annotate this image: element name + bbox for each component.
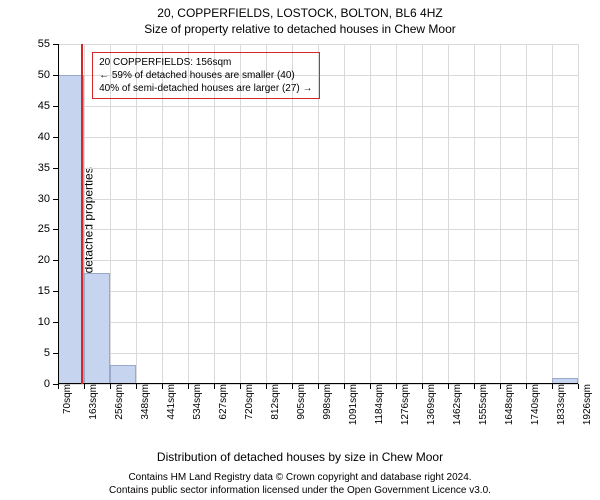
grid-line-v	[344, 44, 345, 384]
annotation-line-2: ← 59% of detached houses are smaller (40…	[99, 69, 312, 82]
y-tick-label: 20	[38, 254, 58, 266]
y-tick-label: 30	[38, 193, 58, 205]
histogram-bar	[110, 365, 136, 384]
x-tick-label: 1926sqm	[574, 384, 593, 425]
grid-line-v	[578, 44, 579, 384]
x-tick-label: 70sqm	[54, 384, 73, 414]
figure: 20, COPPERFIELDS, LOSTOCK, BOLTON, BL6 4…	[0, 0, 600, 500]
grid-line-v	[422, 44, 423, 384]
histogram-bar	[84, 273, 110, 384]
grid-line-v	[500, 44, 501, 384]
grid-line-v	[396, 44, 397, 384]
y-tick-label: 35	[38, 162, 58, 174]
footer-line-2: Contains public sector information licen…	[0, 485, 600, 498]
property-marker-line	[81, 44, 83, 384]
x-tick-label: 1555sqm	[470, 384, 489, 425]
x-tick-label: 348sqm	[132, 384, 151, 420]
x-tick-label: 534sqm	[184, 384, 203, 420]
y-tick-label: 10	[38, 316, 58, 328]
x-tick-label: 1091sqm	[340, 384, 359, 425]
annotation-line-3: 40% of semi-detached houses are larger (…	[99, 82, 312, 95]
y-tick-label: 25	[38, 223, 58, 235]
x-tick-label: 812sqm	[262, 384, 281, 420]
grid-line-v	[474, 44, 475, 384]
footer-line-1: Contains HM Land Registry data © Crown c…	[0, 472, 600, 485]
x-tick-label: 1462sqm	[444, 384, 463, 425]
x-tick-label: 1276sqm	[392, 384, 411, 425]
grid-line-v	[526, 44, 527, 384]
y-tick-label: 5	[44, 347, 58, 359]
x-tick-label: 256sqm	[106, 384, 125, 420]
x-tick-label: 627sqm	[210, 384, 229, 420]
grid-line-v	[552, 44, 553, 384]
x-axis-label: Distribution of detached houses by size …	[0, 450, 600, 464]
y-tick-label: 40	[38, 131, 58, 143]
title-line-2: Size of property relative to detached ho…	[0, 22, 600, 36]
y-tick-label: 55	[38, 38, 58, 50]
x-tick-label: 1833sqm	[548, 384, 567, 425]
x-tick-label: 163sqm	[80, 384, 99, 420]
y-axis-line	[58, 44, 59, 384]
y-tick-label: 50	[38, 69, 58, 81]
plot-area: 051015202530354045505570sqm163sqm256sqm3…	[58, 44, 578, 384]
grid-line-v	[448, 44, 449, 384]
histogram-bar	[58, 75, 84, 384]
x-tick-label: 1740sqm	[522, 384, 541, 425]
x-tick-label: 720sqm	[236, 384, 255, 420]
y-tick-label: 45	[38, 100, 58, 112]
annotation-line-1: 20 COPPERFIELDS: 156sqm	[99, 56, 312, 69]
x-tick-label: 1369sqm	[418, 384, 437, 425]
x-tick-label: 998sqm	[314, 384, 333, 420]
title-line-1: 20, COPPERFIELDS, LOSTOCK, BOLTON, BL6 4…	[0, 6, 600, 20]
x-tick-label: 1184sqm	[366, 384, 385, 424]
annotation-box: 20 COPPERFIELDS: 156sqm← 59% of detached…	[92, 52, 319, 99]
x-tick-label: 905sqm	[288, 384, 307, 420]
x-tick-label: 1648sqm	[496, 384, 515, 425]
x-tick-label: 441sqm	[158, 384, 177, 420]
footer-attribution: Contains HM Land Registry data © Crown c…	[0, 472, 600, 497]
x-axis-line	[58, 383, 578, 384]
y-tick-label: 15	[38, 285, 58, 297]
grid-line-v	[370, 44, 371, 384]
